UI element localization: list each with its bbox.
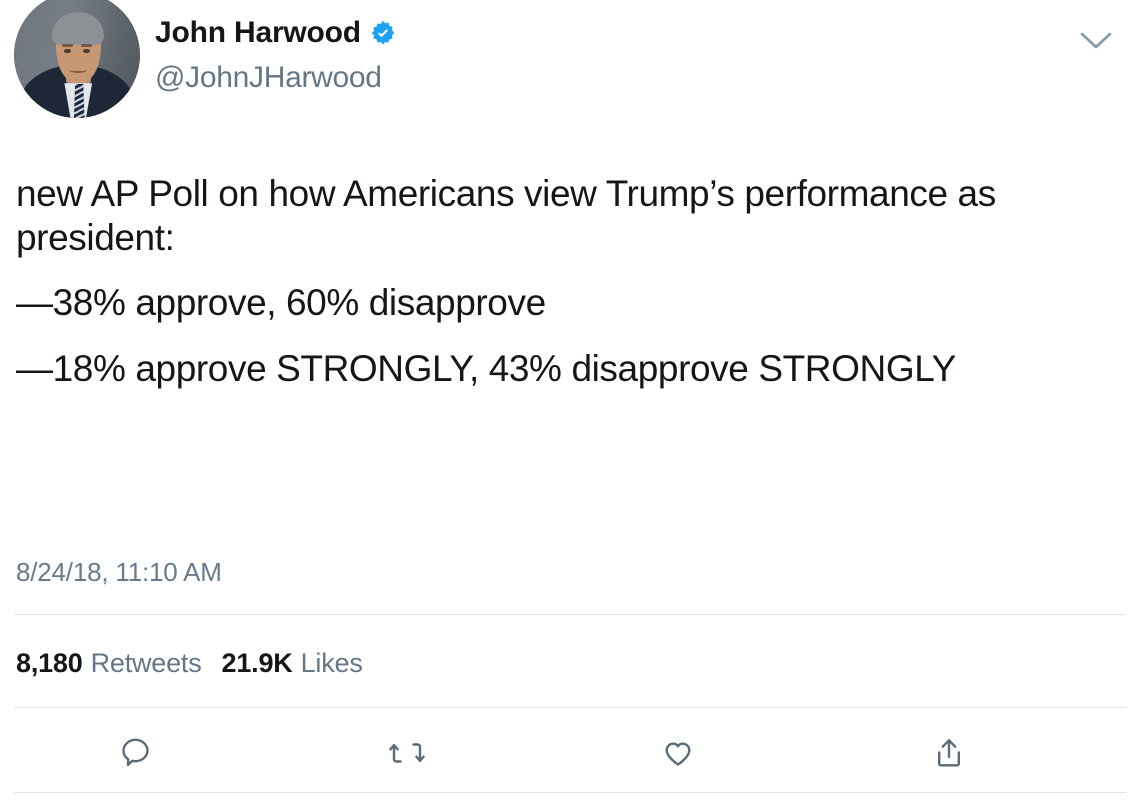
like-button[interactable] bbox=[543, 718, 814, 788]
reply-button[interactable] bbox=[0, 718, 271, 788]
tweet-text: new AP Poll on how Americans view Trump’… bbox=[16, 172, 1016, 391]
display-name[interactable]: John Harwood bbox=[155, 16, 361, 49]
divider bbox=[14, 792, 1126, 793]
divider bbox=[14, 707, 1126, 708]
reply-icon bbox=[121, 738, 149, 767]
tweet-overflow-button[interactable] bbox=[1074, 22, 1118, 60]
avatar[interactable] bbox=[14, 0, 140, 118]
retweets-label: Retweets bbox=[90, 648, 202, 678]
author-handle[interactable]: @JohnJHarwood bbox=[155, 61, 382, 94]
display-name-row[interactable]: John Harwood bbox=[155, 14, 396, 52]
likes-stat[interactable]: 21.9K Likes bbox=[222, 648, 363, 679]
retweets-stat[interactable]: 8,180 Retweets bbox=[16, 648, 202, 679]
tweet-paragraph: —18% approve STRONGLY, 43% disapprove ST… bbox=[16, 347, 956, 389]
tweet-timestamp[interactable]: 8/24/18, 11:10 AM bbox=[16, 557, 222, 587]
chevron-down-icon bbox=[1080, 32, 1112, 49]
retweet-icon bbox=[389, 743, 425, 763]
likes-count: 21.9K bbox=[221, 648, 293, 678]
likes-label: Likes bbox=[300, 648, 363, 678]
retweets-count: 8,180 bbox=[16, 648, 83, 678]
divider bbox=[14, 614, 1126, 615]
retweet-button[interactable] bbox=[271, 718, 542, 788]
heart-icon bbox=[665, 742, 691, 766]
author-name-block: John Harwood @JohnJHarwood bbox=[155, 14, 396, 93]
tweet-action-bar bbox=[0, 718, 1085, 788]
avatar-photo bbox=[14, 0, 140, 118]
tweet-header: John Harwood @JohnJHarwood bbox=[0, 0, 1140, 138]
tweet-paragraph: —38% approve, 60% disapprove bbox=[16, 282, 546, 324]
engagement-stats: 8,180 Retweets 21.9K Likes bbox=[16, 648, 363, 679]
tweet-paragraph: new AP Poll on how Americans view Trump’… bbox=[16, 173, 996, 258]
verified-badge-icon bbox=[371, 20, 395, 45]
share-icon bbox=[938, 739, 961, 767]
share-button[interactable] bbox=[814, 718, 1085, 788]
